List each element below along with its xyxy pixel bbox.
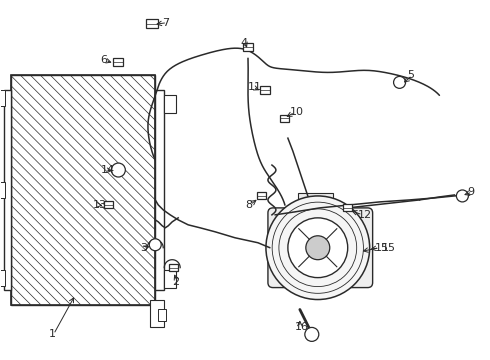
Circle shape — [149, 239, 161, 251]
Text: 11: 11 — [248, 82, 262, 93]
Bar — [4, 90, 11, 289]
Bar — [257, 193, 267, 199]
Text: 1: 1 — [49, 329, 55, 339]
Bar — [147, 19, 158, 28]
Text: 4: 4 — [240, 37, 247, 48]
Bar — [0, 270, 5, 285]
Text: 15: 15 — [375, 243, 389, 253]
Text: 14: 14 — [100, 165, 115, 175]
Bar — [150, 300, 164, 328]
Bar — [0, 90, 5, 106]
Bar — [260, 86, 270, 94]
Bar — [0, 182, 5, 198]
FancyBboxPatch shape — [268, 208, 372, 288]
Text: 7: 7 — [162, 18, 170, 28]
Bar — [104, 201, 113, 208]
Text: 8: 8 — [245, 200, 252, 210]
Text: 10: 10 — [290, 107, 304, 117]
Bar — [11, 75, 155, 305]
Bar — [280, 115, 290, 122]
Circle shape — [111, 163, 125, 177]
Text: 6: 6 — [100, 55, 107, 66]
Circle shape — [288, 218, 348, 278]
Circle shape — [456, 190, 468, 202]
Bar — [298, 193, 333, 215]
Bar — [113, 58, 123, 67]
Circle shape — [393, 76, 406, 88]
Text: 16: 16 — [295, 323, 309, 332]
Text: 3: 3 — [140, 243, 147, 253]
Bar — [164, 95, 176, 113]
Circle shape — [306, 236, 330, 260]
Text: 13: 13 — [93, 200, 106, 210]
Bar — [243, 42, 253, 50]
Text: 2: 2 — [172, 276, 179, 287]
Bar — [158, 310, 166, 321]
Bar — [11, 75, 155, 305]
Bar — [343, 204, 352, 211]
Bar — [11, 75, 155, 305]
Bar — [169, 264, 178, 271]
Text: 9: 9 — [467, 187, 474, 197]
Circle shape — [266, 196, 369, 300]
Text: 12: 12 — [358, 210, 372, 220]
Text: 5: 5 — [408, 71, 415, 80]
Circle shape — [305, 328, 319, 341]
Text: 15: 15 — [382, 243, 395, 253]
Bar — [164, 270, 176, 288]
Bar — [155, 90, 164, 289]
